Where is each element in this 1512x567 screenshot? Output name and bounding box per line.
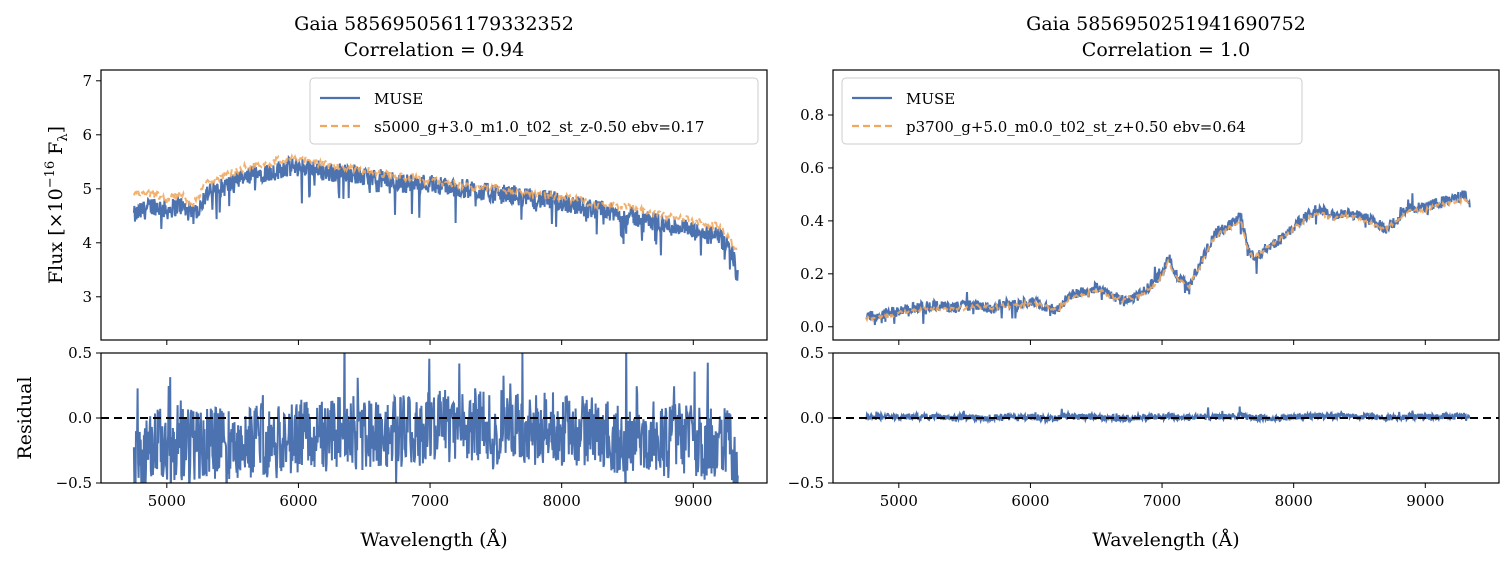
y-tick-label: 0.8 (800, 106, 824, 124)
x-tick-label: 6000 (1011, 492, 1049, 510)
y-tick-label: 0.5 (800, 344, 824, 362)
model-spectrum-line (132, 152, 739, 253)
residual-line (132, 353, 739, 483)
residual-line (864, 406, 1471, 425)
muse-spectrum-line (132, 154, 739, 281)
chart-title: Gaia 5856950251941690752 (1026, 13, 1306, 35)
y-axis-label-part: λ (56, 133, 71, 141)
legend-model-label: p3700_g+5.0_m0.0_t02_st_z+0.50 ebv=0.64 (906, 118, 1246, 136)
y-tick-label: 0.0 (68, 409, 92, 427)
y-axis-label-part: F (45, 142, 67, 161)
legend: MUSE p3700_g+5.0_m0.0_t02_st_z+0.50 ebv=0… (841, 77, 1303, 145)
y-tick-label: 0.0 (800, 409, 824, 427)
top-plot-area (864, 190, 1471, 326)
x-tick-label: 9000 (674, 492, 712, 510)
residual-plot-area (864, 406, 1471, 425)
x-tick-label: 7000 (411, 492, 449, 510)
y-tick-label: 0.4 (800, 212, 824, 230)
y-axis-label-part: −16 (43, 161, 58, 188)
y-tick-label: 0.6 (800, 159, 824, 177)
legend-muse-label: MUSE (374, 90, 423, 108)
legend-muse-label: MUSE (906, 90, 955, 108)
y-axis-label-part: ] (45, 126, 67, 133)
x-tick-label: 8000 (1275, 492, 1313, 510)
y-tick-label: −0.5 (788, 474, 824, 492)
y-tick-label: 6 (82, 126, 92, 144)
chart-title: Gaia 5856950561179332352 (294, 13, 574, 35)
y-tick-label: 0.0 (800, 318, 824, 336)
y-tick-label: 0.2 (800, 265, 824, 283)
x-axis-label: Wavelength (Å) (1092, 529, 1239, 551)
legend: MUSE s5000_g+3.0_m1.0_t02_st_z-0.50 ebv=0… (309, 77, 759, 145)
x-tick-label: 6000 (279, 492, 317, 510)
x-axis-label: Wavelength (Å) (360, 529, 507, 551)
chart-subtitle: Correlation = 0.94 (344, 39, 524, 61)
y-tick-label: 4 (82, 234, 92, 252)
x-tick-label: 5000 (880, 492, 918, 510)
y-axis-label-residual: Residual (14, 376, 36, 459)
top-axes-frame (100, 69, 768, 341)
legend-box (309, 77, 759, 145)
y-tick-label: 3 (82, 288, 92, 306)
y-tick-label: −0.5 (56, 474, 92, 492)
x-tick-label: 5000 (148, 492, 186, 510)
top-axes-frame (832, 69, 1500, 341)
top-plot-area (132, 152, 739, 281)
legend-box (841, 77, 1303, 145)
residual-plot-area (132, 353, 739, 483)
model-spectrum-line (864, 195, 1470, 323)
chart-subtitle: Correlation = 1.0 (1082, 39, 1250, 61)
legend-model-label: s5000_g+3.0_m1.0_t02_st_z-0.50 ebv=0.17 (374, 118, 704, 136)
y-axis-label-flux: Flux [×10−16 Fλ] (43, 126, 71, 284)
y-tick-label: 5 (82, 180, 92, 198)
y-axis-label-part: Flux [×10 (45, 188, 67, 284)
x-tick-label: 7000 (1143, 492, 1181, 510)
y-tick-label: 7 (82, 72, 92, 90)
x-tick-label: 8000 (543, 492, 581, 510)
x-tick-label: 9000 (1406, 492, 1444, 510)
y-tick-label: 0.5 (68, 344, 92, 362)
muse-spectrum-line (865, 190, 1471, 326)
